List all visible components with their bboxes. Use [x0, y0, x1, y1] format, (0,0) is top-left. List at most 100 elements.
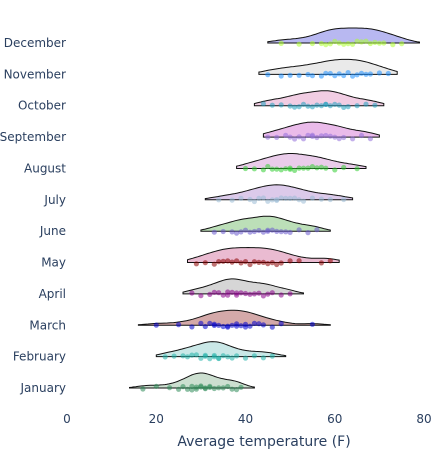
data-point [229, 386, 235, 392]
data-point [300, 136, 307, 142]
data-point [278, 73, 284, 79]
data-point [309, 73, 315, 79]
data-point [202, 260, 208, 266]
density-area [267, 27, 420, 44]
data-point [358, 132, 365, 139]
data-point [229, 355, 235, 361]
data-point [314, 227, 320, 233]
data-point [309, 164, 315, 170]
data-point [345, 70, 351, 76]
data-point [211, 289, 217, 295]
data-point [332, 73, 338, 79]
data-point [220, 353, 226, 359]
x-tick-label: 40 [238, 412, 253, 426]
data-point [220, 323, 226, 330]
data-point [287, 195, 293, 201]
data-point [238, 229, 244, 235]
data-point [242, 355, 249, 361]
data-point [274, 166, 280, 172]
data-point [292, 167, 298, 173]
data-point [345, 104, 351, 110]
x-axis-ticks: 0 20 40 60 80 [63, 412, 431, 426]
data-point [363, 101, 369, 107]
data-point [399, 41, 405, 47]
data-point [234, 258, 240, 264]
data-point [278, 260, 284, 266]
ridge-july [204, 184, 354, 205]
data-point [251, 166, 257, 172]
data-point [323, 101, 329, 107]
data-point [314, 134, 320, 141]
data-point [305, 71, 311, 78]
data-point [184, 386, 191, 392]
category-label: December [4, 36, 66, 50]
data-point [278, 321, 284, 327]
data-point [332, 167, 338, 173]
data-point [153, 322, 159, 328]
ridge-february [155, 341, 287, 362]
data-point [318, 164, 324, 170]
data-point [207, 291, 213, 297]
category-labels: January February March April May June July Augu… [0, 36, 66, 395]
data-point [198, 384, 204, 390]
ridge-september [262, 121, 380, 142]
data-point [242, 321, 249, 327]
data-point [202, 385, 208, 391]
data-point [225, 324, 231, 330]
data-point [283, 195, 289, 201]
data-point [296, 134, 302, 140]
data-point [309, 104, 315, 110]
data-point [251, 353, 257, 359]
data-point [278, 102, 284, 108]
data-point [305, 132, 311, 138]
x-tick-label: 0 [63, 412, 71, 426]
data-point [247, 229, 253, 235]
data-point [184, 354, 191, 360]
data-point [189, 387, 195, 393]
category-label: August [24, 162, 66, 176]
data-point [327, 196, 333, 203]
ridge-may [187, 246, 340, 268]
x-tick-label: 20 [149, 412, 164, 426]
data-point [260, 229, 266, 235]
data-point [225, 289, 231, 295]
data-point [358, 39, 365, 45]
data-point [171, 353, 177, 359]
data-point [247, 291, 253, 297]
data-point [309, 321, 315, 327]
data-point [318, 133, 324, 139]
data-point [193, 352, 199, 358]
data-point [323, 42, 329, 48]
data-point [247, 261, 253, 268]
data-point [176, 322, 182, 328]
data-point [283, 132, 289, 138]
data-point [256, 195, 262, 201]
data-point [354, 103, 360, 109]
data-point [269, 166, 275, 172]
data-point [278, 229, 284, 235]
data-point [367, 136, 373, 142]
data-point [287, 72, 293, 78]
data-point [251, 198, 257, 205]
data-point [216, 355, 222, 361]
data-point [287, 229, 293, 235]
ridge-april [182, 278, 304, 299]
data-point [247, 196, 253, 203]
data-point [265, 163, 271, 170]
data-point [180, 353, 186, 359]
data-point [256, 321, 262, 327]
data-point [234, 230, 240, 236]
data-point [238, 323, 244, 329]
data-point [251, 291, 257, 297]
data-point [287, 103, 293, 109]
data-point [318, 40, 324, 47]
data-point [323, 165, 329, 171]
data-point [354, 72, 360, 78]
data-point [327, 103, 333, 109]
data-point [323, 70, 329, 76]
data-point [207, 356, 213, 362]
data-point [198, 355, 204, 361]
data-point [318, 73, 324, 79]
x-tick-label: 80 [416, 412, 431, 426]
